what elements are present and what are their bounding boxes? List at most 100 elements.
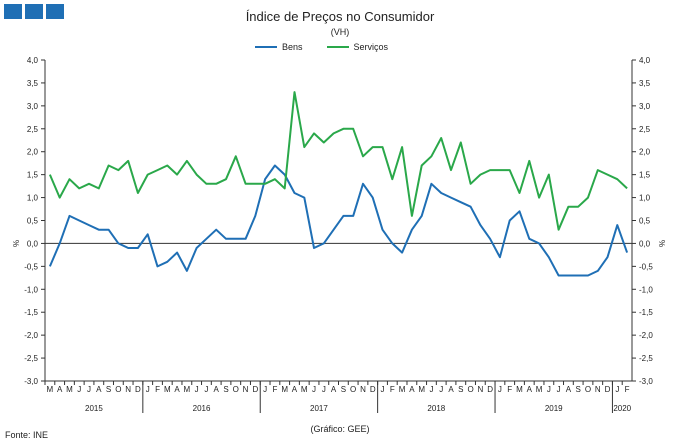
x-month-label: O: [467, 385, 473, 394]
x-month-label: N: [125, 385, 131, 394]
x-month-label: J: [439, 385, 443, 394]
y-axis-unit-left: %: [12, 240, 21, 247]
x-month-label: F: [272, 385, 277, 394]
x-month-label: A: [57, 385, 63, 394]
x-month-label: J: [381, 385, 385, 394]
x-year-label: 2020: [613, 404, 631, 413]
x-month-label: S: [106, 385, 111, 394]
logo-block: [46, 4, 64, 19]
x-month-label: D: [370, 385, 376, 394]
y-tick-label-left: -2,0: [24, 331, 38, 340]
x-month-label: N: [243, 385, 249, 394]
y-tick-label-right: 2,5: [639, 125, 651, 134]
y-tick-label-left: -3,0: [24, 377, 38, 386]
x-month-label: N: [360, 385, 366, 394]
y-tick-label-right: -2,0: [639, 331, 653, 340]
chart-credit: (Gráfico: GEE): [310, 424, 370, 434]
y-tick-label-left: 2,5: [27, 125, 39, 134]
x-month-label: S: [458, 385, 463, 394]
y-tick-label-left: 3,5: [27, 79, 39, 88]
x-month-label: M: [301, 385, 308, 394]
y-tick-label-right: -2,5: [639, 354, 653, 363]
x-month-label: J: [146, 385, 150, 394]
x-month-label: A: [96, 385, 102, 394]
y-tick-label-right: 1,5: [639, 171, 651, 180]
x-month-label: A: [331, 385, 337, 394]
x-month-label: J: [204, 385, 208, 394]
y-tick-label-right: 3,5: [639, 79, 651, 88]
x-month-label: M: [536, 385, 543, 394]
logo-block: [4, 4, 22, 19]
x-month-label: A: [566, 385, 572, 394]
y-tick-label-left: -0,5: [24, 262, 38, 271]
x-month-label: M: [164, 385, 171, 394]
legend-label-bens: Bens: [282, 42, 303, 52]
x-month-label: N: [477, 385, 483, 394]
x-month-label: J: [87, 385, 91, 394]
x-month-label: F: [625, 385, 630, 394]
legend-label-servicos: Serviços: [353, 42, 389, 52]
y-tick-label-left: 3,0: [27, 102, 39, 111]
x-month-label: M: [418, 385, 425, 394]
y-tick-label-left: 0,5: [27, 217, 39, 226]
y-tick-label-right: 2,0: [639, 148, 651, 157]
x-month-label: J: [195, 385, 199, 394]
x-month-label: J: [547, 385, 551, 394]
y-tick-label-right: 0,5: [639, 217, 651, 226]
y-tick-label-left: 4,0: [27, 56, 39, 65]
legend-swatch-bens: [255, 46, 277, 48]
x-month-label: S: [576, 385, 581, 394]
x-month-label: F: [390, 385, 395, 394]
x-month-label: O: [585, 385, 591, 394]
y-tick-label-left: -1,0: [24, 285, 38, 294]
y-tick-label-right: -1,5: [639, 308, 653, 317]
x-month-label: M: [516, 385, 523, 394]
x-year-label: 2018: [427, 404, 445, 413]
y-tick-label-right: 3,0: [639, 102, 651, 111]
x-month-label: J: [498, 385, 502, 394]
legend-item-bens: Bens: [255, 42, 303, 52]
x-month-label: J: [322, 385, 326, 394]
x-month-label: F: [507, 385, 512, 394]
x-year-label: 2017: [310, 404, 328, 413]
x-month-label: A: [527, 385, 533, 394]
x-month-label: D: [487, 385, 493, 394]
x-month-label: J: [615, 385, 619, 394]
legend-item-servicos: Serviços: [326, 42, 389, 52]
x-month-label: J: [312, 385, 316, 394]
y-tick-label-left: 2,0: [27, 148, 39, 157]
y-tick-label-right: 4,0: [639, 56, 651, 65]
x-month-label: M: [47, 385, 54, 394]
series-line-bens: [48, 164, 629, 277]
x-month-label: D: [252, 385, 258, 394]
y-tick-label-right: 0,0: [639, 239, 651, 248]
x-year-label: 2015: [85, 404, 103, 413]
x-year-label: 2016: [193, 404, 211, 413]
x-month-label: M: [399, 385, 406, 394]
y-axis-unit-right: %: [658, 240, 667, 247]
x-month-label: M: [184, 385, 191, 394]
chart-subtitle: (VH): [330, 27, 350, 37]
x-month-label: J: [77, 385, 81, 394]
x-month-label: S: [223, 385, 228, 394]
x-month-label: O: [233, 385, 239, 394]
y-tick-label-left: 0,0: [27, 239, 39, 248]
y-tick-label-left: -1,5: [24, 308, 38, 317]
x-month-label: M: [281, 385, 288, 394]
x-month-label: A: [292, 385, 298, 394]
y-tick-label-right: 1,0: [639, 194, 651, 203]
legend: Bens Serviços: [255, 42, 388, 52]
x-month-label: O: [350, 385, 356, 394]
x-month-label: A: [214, 385, 220, 394]
x-month-label: A: [448, 385, 454, 394]
y-tick-label-left: 1,0: [27, 194, 39, 203]
x-month-label: J: [429, 385, 433, 394]
x-month-label: S: [341, 385, 346, 394]
logo-block: [25, 4, 43, 19]
y-tick-label-left: 1,5: [27, 171, 39, 180]
y-tick-label-right: -1,0: [639, 285, 653, 294]
x-month-label: M: [66, 385, 73, 394]
x-month-label: F: [155, 385, 160, 394]
chart-title: Índice de Preços no Consumidor: [245, 9, 435, 24]
